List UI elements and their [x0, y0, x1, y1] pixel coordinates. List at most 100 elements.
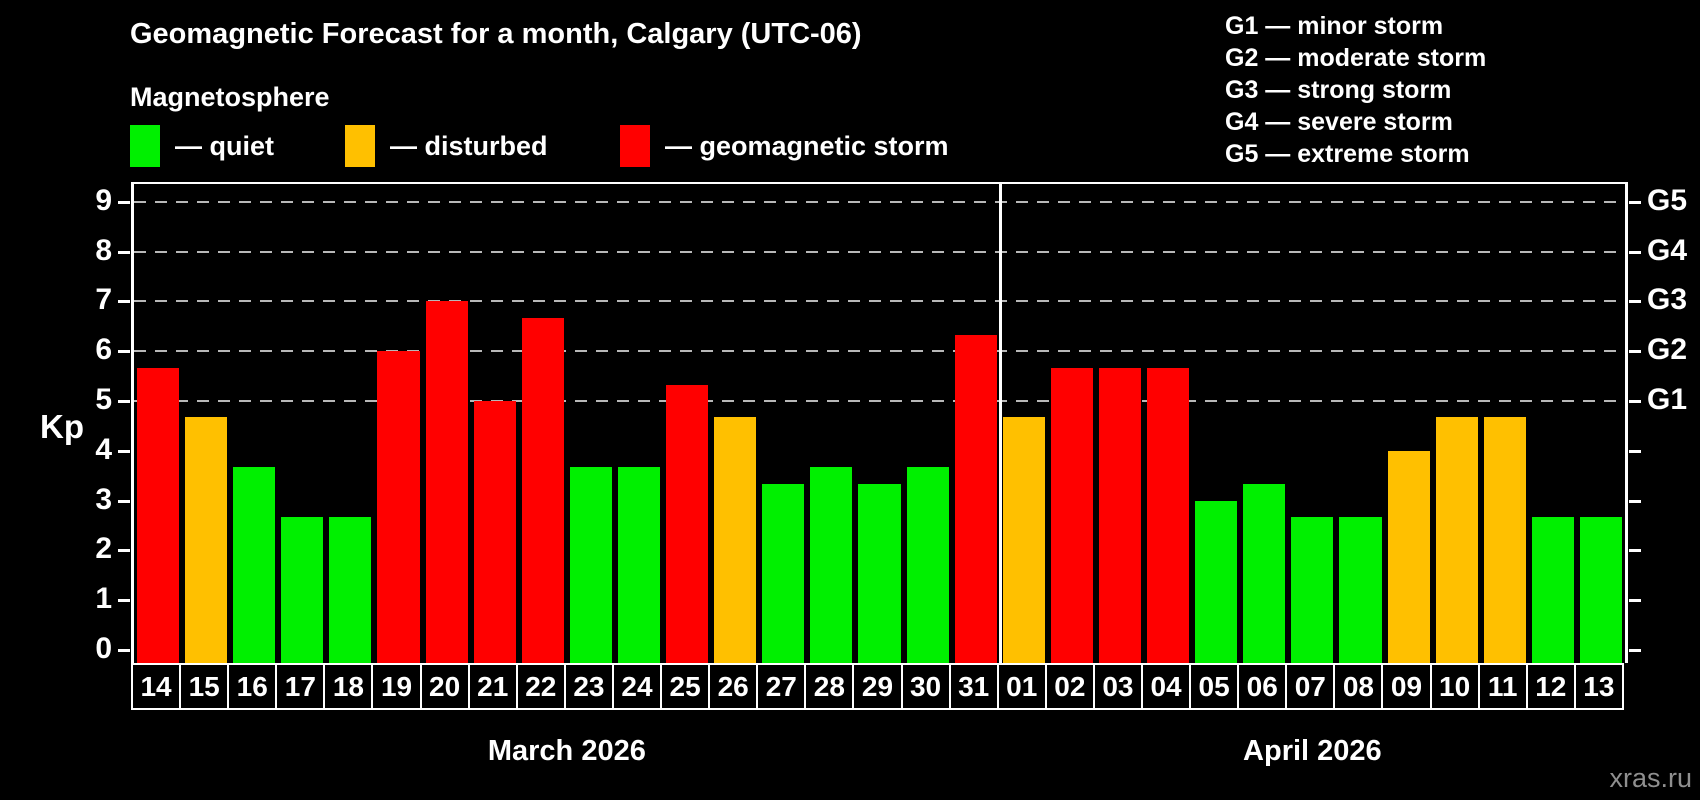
magnetosphere-legend: — quiet — disturbed — geomagnetic storm: [130, 124, 1030, 168]
day-label: 14: [131, 663, 182, 710]
storm-scale-line: G5 — extreme storm: [1225, 140, 1470, 168]
plot-frame-left: [131, 184, 134, 663]
day-label: 28: [804, 663, 855, 710]
kp-bar: [762, 484, 805, 663]
y-axis-tick: [118, 350, 130, 354]
y-axis-tick-label: 1: [95, 582, 112, 616]
y-axis-tick-right: [1629, 449, 1641, 453]
kp-bar: [1387, 450, 1430, 663]
day-label: 18: [323, 663, 374, 710]
y-axis-tick-label: 3: [95, 482, 112, 516]
day-label: 02: [1044, 663, 1095, 710]
day-label: 30: [900, 663, 951, 710]
y-axis-tick-right: [1629, 400, 1641, 403]
legend-label: — quiet: [175, 130, 274, 161]
kp-bar: [666, 384, 709, 663]
storm-scale-line: G1 — minor storm: [1225, 12, 1444, 40]
gridline-kp5: [134, 400, 1625, 402]
kp-bar: [1243, 484, 1286, 663]
day-label: 31: [948, 663, 999, 710]
day-label: 01: [996, 663, 1047, 710]
day-label: 07: [1285, 663, 1336, 710]
day-label: 04: [1140, 663, 1192, 710]
y-axis-tick: [118, 300, 130, 304]
kp-bar: [1531, 517, 1574, 663]
kp-bar: [1579, 517, 1622, 663]
g-scale-label-g5: G5: [1647, 183, 1688, 217]
g-scale-label-g2: G2: [1647, 333, 1688, 367]
legend-label: — disturbed: [390, 130, 548, 161]
kp-bar: [1050, 367, 1093, 663]
y-axis-tick: [118, 599, 130, 603]
y-axis-tick-right: [1629, 649, 1641, 652]
chart-title: Geomagnetic Forecast for a month, Calgar…: [130, 18, 862, 50]
day-label: 27: [756, 663, 807, 710]
month-caption: April 2026: [1243, 735, 1382, 767]
y-axis-tick: [118, 499, 130, 503]
disturbed-swatch-icon: [345, 125, 375, 167]
magnetosphere-legend-heading: Magnetosphere: [130, 82, 330, 112]
legend-label: — geomagnetic storm: [665, 130, 949, 161]
y-axis-tick-label: 8: [95, 233, 112, 267]
gridline-kp9: [134, 200, 1625, 203]
kp-bar: [521, 317, 564, 663]
y-axis-tick: [118, 250, 130, 254]
day-label: 21: [467, 663, 518, 710]
kp-bar: [473, 401, 516, 663]
kp-bar: [1098, 367, 1142, 663]
y-axis-tick-label: 7: [95, 283, 112, 317]
kp-bar: [810, 467, 853, 663]
legend-item-quiet: — quiet: [130, 124, 274, 168]
quiet-swatch-icon: [130, 125, 160, 167]
plot-frame-top: [131, 182, 1628, 184]
kp-bar: [569, 467, 612, 663]
kp-bar: [954, 334, 997, 663]
y-axis-tick-label: 6: [95, 333, 112, 367]
legend-item-disturbed: — disturbed: [345, 124, 548, 168]
day-label: 19: [371, 663, 422, 710]
y-axis-tick-right: [1629, 549, 1641, 553]
kp-bar: [1291, 517, 1334, 663]
kp-bar: [1483, 417, 1526, 663]
y-axis-tick: [118, 549, 130, 553]
gridline-kp6: [134, 350, 1625, 353]
y-axis-tick: [118, 449, 130, 453]
kp-bar: [1147, 367, 1190, 663]
kp-bar: [1435, 417, 1478, 663]
y-axis-tick-right: [1629, 200, 1641, 204]
day-label: 29: [852, 663, 903, 710]
watermark: xras.ru: [1609, 763, 1692, 793]
day-label: 23: [563, 663, 614, 710]
day-label: 16: [227, 663, 278, 710]
month-divider: [998, 184, 1002, 663]
storm-scale-line: G3 — strong storm: [1225, 76, 1452, 104]
kp-bar: [714, 417, 757, 663]
y-axis-tick: [118, 649, 130, 652]
kp-bar: [377, 351, 420, 663]
kp-bar: [137, 367, 180, 663]
y-axis-tick-label: 4: [95, 432, 112, 466]
gridline-kp8: [134, 250, 1625, 253]
legend-item-storm: — geomagnetic storm: [620, 124, 949, 168]
y-axis-title: Kp: [40, 408, 84, 445]
y-axis-tick-label: 9: [95, 183, 112, 217]
day-label: 25: [660, 663, 711, 710]
kp-bar: [185, 417, 228, 663]
storm-scale-legend: G1 — minor storm G2 — moderate storm G3 …: [1225, 10, 1486, 170]
y-axis-tick-right: [1629, 599, 1641, 603]
month-caption: March 2026: [487, 735, 646, 767]
day-label: 08: [1333, 663, 1384, 710]
kp-bar: [858, 484, 901, 663]
g-scale-label-g1: G1: [1647, 383, 1688, 416]
y-axis-tick-right: [1629, 350, 1641, 354]
day-label: 05: [1189, 663, 1240, 710]
y-axis-tick-right: [1629, 250, 1641, 254]
storm-scale-line: G4 — severe storm: [1225, 108, 1453, 136]
y-axis-tick: [118, 200, 130, 204]
day-label: 13: [1573, 663, 1624, 710]
gridline-kp7: [134, 300, 1625, 303]
day-label: 26: [708, 663, 759, 710]
day-label: 10: [1429, 663, 1480, 710]
